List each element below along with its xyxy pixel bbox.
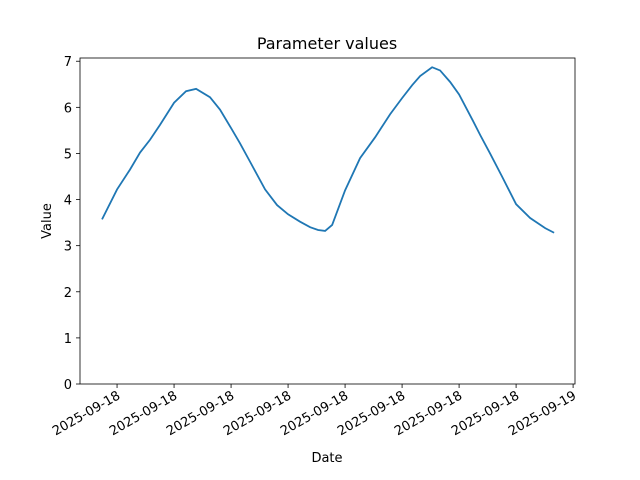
- y-tick-label: 0: [64, 378, 72, 393]
- chart-title: Parameter values: [257, 34, 397, 53]
- y-tick-label: 6: [64, 101, 72, 116]
- x-axis-label: Date: [311, 451, 342, 466]
- line-series: [101, 66, 555, 234]
- axes-frame: [79, 57, 576, 385]
- y-axis-label: Value: [40, 203, 55, 239]
- y-tick-label: 5: [64, 147, 72, 162]
- y-tick-label: 1: [64, 332, 72, 347]
- y-tick-label: 3: [64, 240, 72, 255]
- y-tick-label: 7: [64, 55, 72, 70]
- y-tick-label: 4: [64, 194, 72, 209]
- y-tick-label: 2: [64, 286, 72, 301]
